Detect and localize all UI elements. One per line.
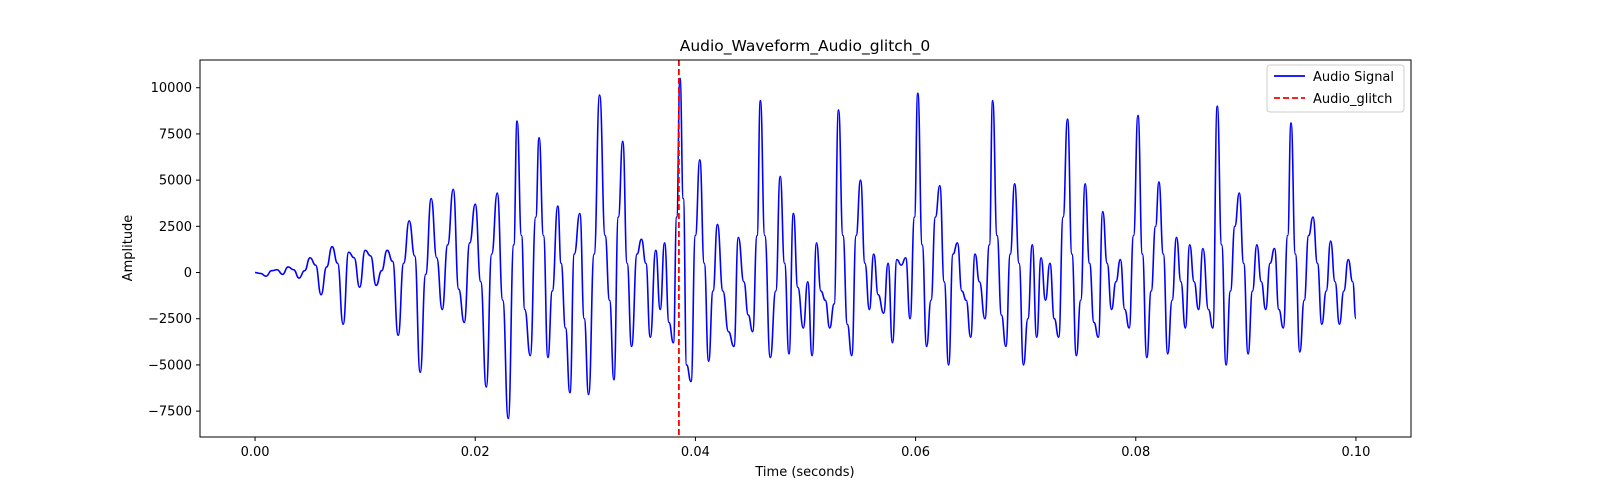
y-tick-label: 0 [184, 266, 192, 281]
y-axis-label: Amplitude [121, 215, 136, 282]
legend-label-audio-glitch: Audio_glitch [1313, 92, 1392, 107]
legend: Audio Signal Audio_glitch [1266, 64, 1405, 113]
axes-frame [199, 59, 1412, 438]
x-tick-label: 0.04 [681, 445, 710, 460]
x-tick-label: 0.02 [461, 445, 490, 460]
legend-label-audio-signal: Audio Signal [1313, 70, 1394, 85]
x-axis-label: Time (seconds) [754, 465, 854, 480]
audio-signal-line [255, 77, 1357, 420]
x-tick-label: 0.08 [1121, 445, 1150, 460]
x-axis: 0.00 0.02 0.04 0.06 0.08 0.10 [241, 437, 1370, 460]
y-tick-label: −5000 [148, 358, 192, 373]
x-tick-label: 0.10 [1341, 445, 1370, 460]
plot-area [199, 59, 1412, 438]
x-tick-label: 0.00 [241, 445, 270, 460]
y-tick-label: −2500 [148, 312, 192, 327]
y-tick-label: −7500 [148, 405, 192, 420]
y-axis: −7500 −5000 −2500 0 2500 5000 7500 10000 [148, 81, 200, 420]
y-tick-label: 10000 [151, 81, 192, 96]
y-tick-label: 2500 [159, 220, 192, 235]
chart-title: Audio_Waveform_Audio_glitch_0 [680, 37, 931, 56]
series-layer [255, 77, 1357, 420]
y-tick-label: 5000 [159, 174, 192, 189]
y-tick-label: 7500 [159, 127, 192, 142]
x-tick-label: 0.06 [901, 445, 930, 460]
